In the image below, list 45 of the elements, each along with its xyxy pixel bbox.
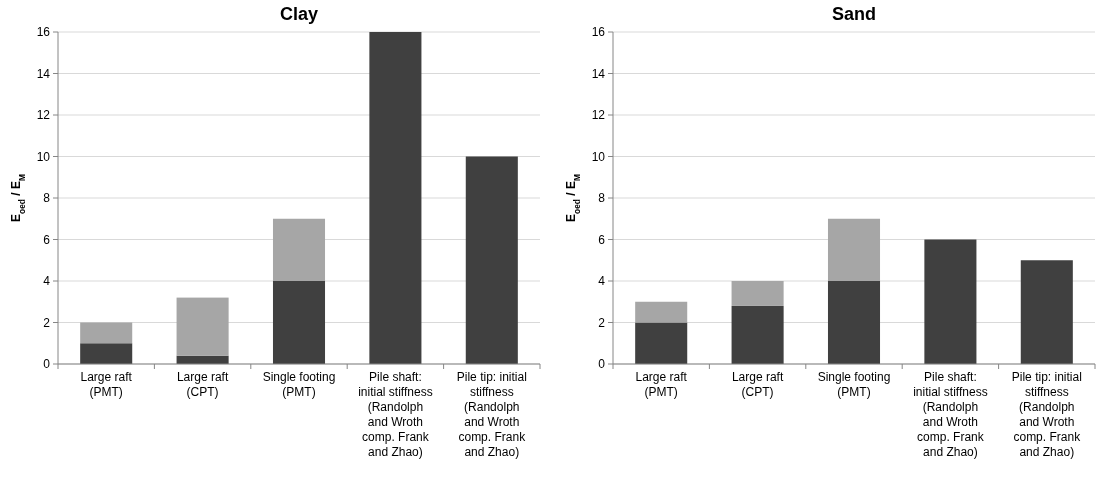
x-tick-label: Pile shaft: initial stiffness (Randolph and Wroth comp. Frank and Zhao) [358, 370, 433, 459]
y-tick-label: 4 [43, 274, 51, 289]
bar [731, 281, 784, 306]
bar [80, 322, 133, 344]
y-tick-label: 8 [598, 191, 606, 206]
y-tick-label: 2 [43, 315, 51, 330]
y-tick-label: 0 [598, 357, 606, 372]
bar [80, 343, 133, 364]
y-tick-label: 2 [598, 315, 606, 330]
x-tick-label: Large raft (PMT) [80, 370, 133, 399]
bar [635, 322, 688, 364]
y-tick-label: 10 [591, 149, 606, 164]
bar [272, 281, 326, 364]
chart-title: Clay [279, 4, 319, 24]
y-tick-label: 12 [591, 108, 606, 123]
bar [369, 32, 422, 364]
x-tick-label: Single footing (PMT) [817, 370, 891, 399]
y-tick-label: 12 [36, 108, 51, 123]
x-tick-label: Large raft (CPT) [731, 370, 784, 399]
bar [1020, 260, 1073, 364]
bar [635, 301, 688, 323]
y-tick-label: 14 [591, 66, 606, 81]
y-tick-label: 14 [36, 66, 51, 81]
chart-title: Sand [831, 4, 877, 24]
y-tick-label: 6 [43, 232, 51, 247]
y-tick-label: 10 [36, 149, 51, 164]
y-tick-label: 4 [598, 274, 606, 289]
x-tick-label: Pile shaft: initial stiffness (Randolph and Wroth comp. Frank and Zhao) [913, 370, 988, 459]
bar [924, 239, 977, 364]
y-tick-label: 16 [36, 25, 51, 40]
x-tick-label: Pile tip: initial stiffness (Randolph and Wroth comp. Frank and Zhao) [1011, 370, 1082, 459]
bar [827, 218, 881, 281]
y-tick-label: 8 [43, 191, 51, 206]
bar [176, 297, 229, 356]
bar [272, 218, 326, 281]
bar [827, 281, 881, 364]
bar [731, 305, 784, 364]
x-tick-label: Large raft (CPT) [176, 370, 229, 399]
y-tick-label: 16 [591, 25, 606, 40]
x-tick-label: Single footing (PMT) [262, 370, 336, 399]
x-tick-label: Large raft (PMT) [635, 370, 688, 399]
y-tick-label: 6 [598, 232, 606, 247]
bar [465, 156, 518, 364]
x-tick-label: Pile tip: initial stiffness (Randolph and Wroth comp. Frank and Zhao) [456, 370, 527, 459]
y-tick-label: 0 [43, 357, 51, 372]
